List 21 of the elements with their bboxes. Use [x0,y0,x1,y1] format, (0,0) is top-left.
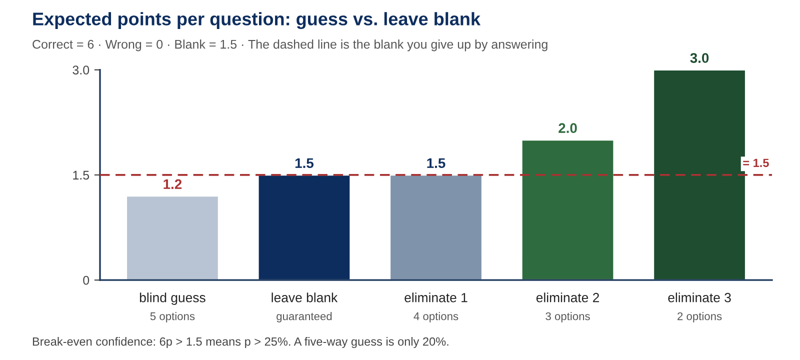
y-tick-label: 3.0 [72,66,90,74]
ref-line-label: = 1.5 [743,158,769,168]
data-label: 1.5 [427,158,446,168]
x-tick-label: eliminate 2 3 options [536,292,600,322]
data-label: 1.2 [164,179,182,189]
text: Break-even confidence: 6p > 1.5 means p > 25%. A five-way guess is only 20%. [32,337,448,348]
chart-title: Expected points per question: guess vs. leave blank [33,12,481,30]
bar [389,174,483,280]
bar [520,139,615,280]
data-label: 2.0 [558,123,577,134]
bar [257,174,352,280]
x-tick-label: eliminate 1 4 options [404,292,468,322]
x-tick-label: leave blank guaranteed [272,292,338,322]
data-label: 1.5 [295,158,314,168]
chart-subtitle: Correct = 6 · Wrong = 0 · Blank = 1.5 · The dashed line is the blank you give up by answering [32,40,548,52]
x-tick-label: eliminate 3 2 options [668,292,731,322]
x-tick-label: blind guess 5 options [140,292,206,322]
y-tick-label: 1.5 [73,170,90,180]
bar [126,195,220,280]
y-tick-label: 0 [83,276,90,285]
data-label: 3.0 [690,53,709,63]
